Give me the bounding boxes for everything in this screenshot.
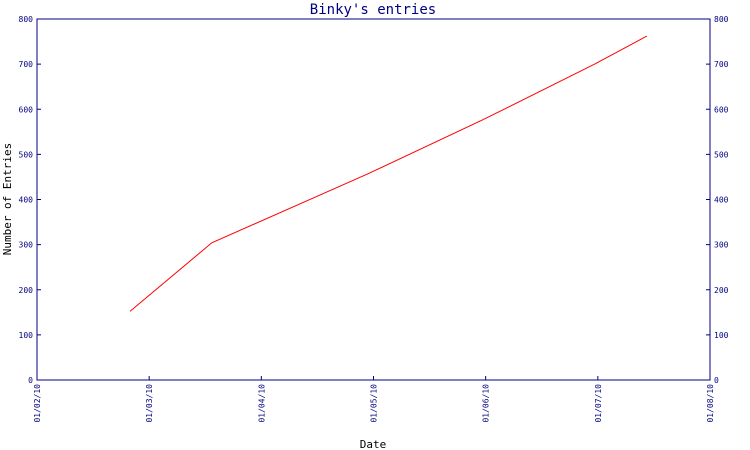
y-tick-label-right: 700 bbox=[714, 60, 729, 69]
y-tick-label-right: 600 bbox=[714, 105, 729, 114]
y-tick-label-right: 300 bbox=[714, 241, 729, 250]
y-tick-label-right: 400 bbox=[714, 196, 729, 205]
y-tick-label-left: 100 bbox=[19, 331, 34, 340]
x-tick-label: 01/04/10 bbox=[257, 384, 266, 423]
plot-area-frame bbox=[36, 18, 711, 381]
x-tick-label: 01/08/10 bbox=[706, 384, 715, 423]
y-tick-label-left: 700 bbox=[19, 60, 34, 69]
y-tick-label-left: 400 bbox=[19, 196, 34, 205]
y-tick-label-left: 600 bbox=[19, 105, 34, 114]
x-axis-label: Date bbox=[360, 438, 387, 450]
y-tick-label-left: 200 bbox=[19, 286, 34, 295]
series-layer bbox=[129, 35, 648, 312]
y-tick-label-right: 200 bbox=[714, 286, 729, 295]
chart-title: Binky's entries bbox=[310, 2, 436, 18]
y-tick-label-left: 500 bbox=[19, 150, 34, 159]
x-axis: 01/02/10 01/03/10 01/04/10 01/05/10 01/06/10… bbox=[33, 376, 715, 423]
y-axis-left: 0 100 200 300 400 500 600 700 800 bbox=[19, 15, 41, 385]
x-tick-label: 01/05/10 bbox=[370, 384, 379, 423]
y-tick-label-right: 500 bbox=[714, 150, 729, 159]
y-tick-label-left: 300 bbox=[19, 241, 34, 250]
y-tick-label-left: 800 bbox=[19, 15, 34, 24]
y-tick-label-right: 800 bbox=[714, 15, 729, 24]
y-tick-label-right: 0 bbox=[714, 376, 719, 385]
y-tick-label-left: 0 bbox=[28, 376, 33, 385]
x-tick-label: 01/03/10 bbox=[145, 384, 154, 423]
y-tick-label-right: 100 bbox=[714, 331, 729, 340]
y-axis-label: Number of Entries bbox=[1, 143, 14, 256]
x-tick-label: 01/07/10 bbox=[594, 384, 603, 423]
x-tick-label: 01/02/10 bbox=[33, 384, 42, 423]
y-axis-right: 0 100 200 300 400 500 600 700 800 bbox=[706, 15, 729, 385]
series-line bbox=[129, 35, 648, 312]
x-tick-label: 01/06/10 bbox=[482, 384, 491, 423]
